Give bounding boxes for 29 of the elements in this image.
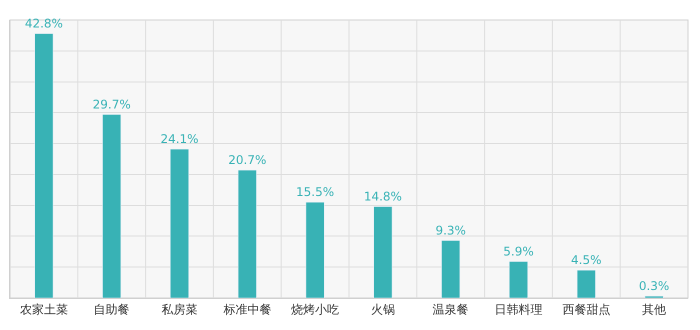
- bar: [170, 148, 189, 298]
- data-label: 29.7%: [92, 98, 131, 112]
- data-label: 4.5%: [571, 253, 602, 268]
- bar: [441, 240, 460, 298]
- bar: [238, 170, 257, 298]
- bar: [509, 261, 528, 298]
- data-label: 42.8%: [24, 16, 63, 31]
- x-tick-label: 烧烤小吃: [291, 302, 340, 316]
- bar: [34, 33, 54, 298]
- x-tick-label: 温泉餐: [432, 302, 469, 316]
- data-label: 20.7%: [228, 153, 266, 168]
- x-tick-label: 农家土菜: [20, 302, 68, 316]
- data-label: 15.5%: [296, 185, 334, 200]
- x-tick-label: 标准中餐: [222, 302, 272, 316]
- data-label: 24.1%: [160, 132, 199, 146]
- data-label: 14.8%: [364, 190, 402, 204]
- data-label: 0.3%: [638, 279, 670, 294]
- x-tick-label: 其他: [642, 302, 666, 316]
- bar: [576, 270, 596, 298]
- x-tick-label: 西餐甜点: [562, 302, 610, 316]
- x-tick-label: 私房菜: [162, 302, 198, 316]
- bar: [374, 206, 392, 298]
- bar: [306, 202, 324, 298]
- x-tick-label: 火锅: [370, 302, 395, 316]
- x-tick-label: 自助餐: [94, 302, 130, 316]
- data-label: 9.3%: [435, 224, 466, 238]
- x-tick-label: 日韩料理: [494, 302, 542, 316]
- data-label: 5.9%: [503, 244, 534, 259]
- bar: [102, 114, 122, 298]
